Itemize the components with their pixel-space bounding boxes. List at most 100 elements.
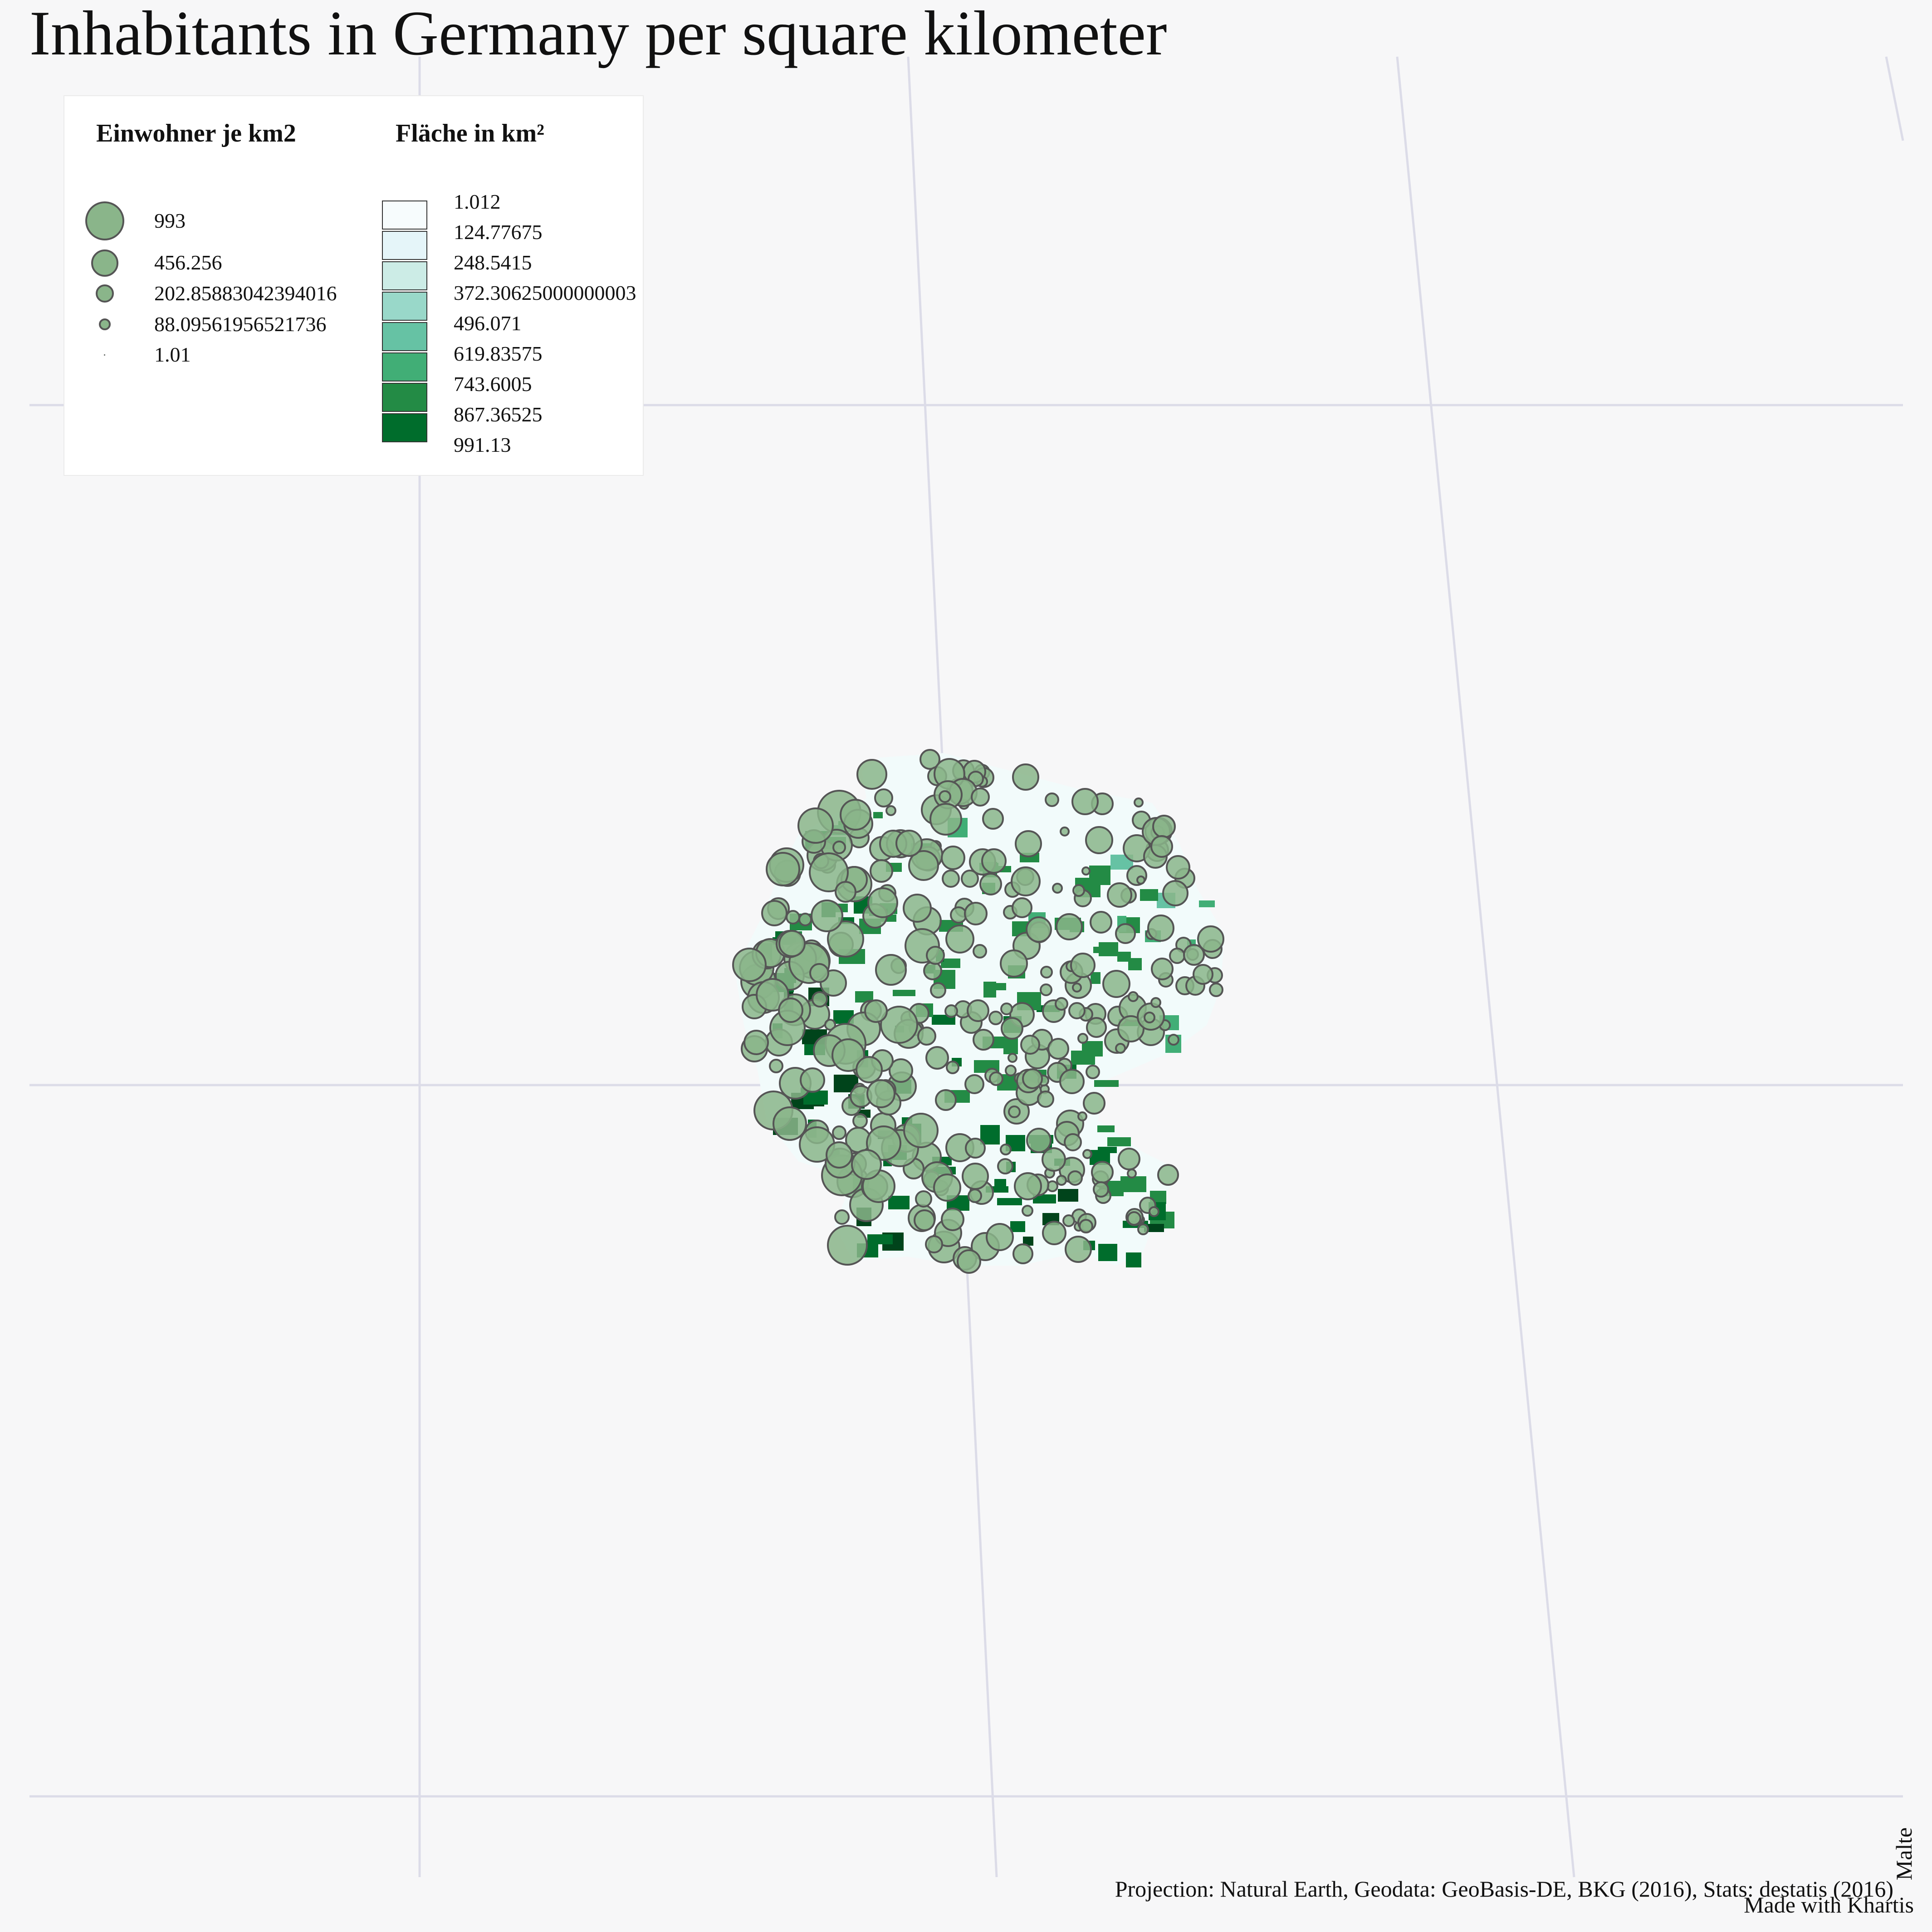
district-symbol	[1118, 1148, 1140, 1170]
district-patch	[893, 990, 915, 996]
district-symbol	[1026, 916, 1052, 943]
district-symbol	[1055, 997, 1068, 1011]
map-title: Inhabitants in Germany per square kilome…	[29, 0, 1167, 68]
district-symbol	[1152, 815, 1176, 838]
district-symbol	[964, 902, 988, 925]
district-symbol	[1090, 911, 1112, 934]
district-symbol	[1083, 1092, 1105, 1115]
district-symbol	[968, 1189, 982, 1203]
district-symbol	[986, 1223, 1014, 1251]
district-patch	[983, 982, 996, 998]
district-symbol	[895, 830, 923, 857]
size-legend-symbol-medium	[91, 249, 118, 277]
color-swatch-7	[382, 383, 427, 412]
district-symbol	[1162, 880, 1189, 906]
district-symbol	[1086, 1065, 1100, 1079]
district-symbol	[917, 1027, 936, 1046]
source-credits: Projection: Natural Earth, Geodata: GeoB…	[1115, 1876, 1893, 1902]
district-symbol	[832, 1125, 846, 1140]
color-swatch-4	[382, 292, 427, 321]
district-symbol	[1082, 1149, 1092, 1159]
district-symbol	[962, 1163, 989, 1190]
district-symbol	[923, 961, 942, 980]
district-symbol	[875, 954, 907, 986]
district-symbol	[824, 1019, 836, 1031]
district-symbol	[840, 799, 871, 831]
district-symbol	[1040, 983, 1052, 996]
district-symbol	[1168, 1034, 1179, 1046]
district-symbol	[1060, 827, 1070, 836]
district-symbol	[920, 749, 940, 770]
district-patch	[996, 983, 1006, 990]
district-symbol	[1150, 997, 1161, 1008]
district-symbol	[1102, 970, 1130, 998]
color-swatch-8	[382, 413, 427, 442]
district-symbol	[867, 887, 898, 918]
district-symbol	[1072, 884, 1085, 897]
district-symbol	[834, 1209, 850, 1225]
district-symbol	[800, 1067, 825, 1093]
color-swatch-1	[382, 201, 427, 230]
color-legend-label: 991.13	[454, 433, 511, 456]
district-symbol	[852, 1113, 868, 1129]
district-symbol	[1093, 1181, 1109, 1198]
district-symbol	[827, 920, 864, 958]
district-symbol	[979, 873, 1002, 895]
district-symbol	[1209, 983, 1223, 997]
district-symbol	[945, 924, 974, 954]
district-symbol	[1040, 966, 1053, 978]
district-patch	[1199, 900, 1215, 907]
district-symbol	[1077, 1033, 1088, 1044]
district-patch	[1144, 1224, 1164, 1232]
color-legend-label: 496.071	[454, 312, 522, 335]
district-symbol	[1008, 1105, 1021, 1118]
size-legend-label: 993	[154, 209, 186, 232]
district-patch	[1058, 1189, 1078, 1202]
district-symbol	[1012, 897, 1032, 918]
district-symbol	[1001, 1017, 1023, 1040]
district-symbol	[939, 790, 951, 803]
district-symbol	[835, 881, 856, 903]
district-patch	[1120, 1176, 1146, 1192]
district-symbol	[1197, 925, 1224, 953]
district-patch	[867, 1234, 893, 1244]
district-symbol	[1157, 1164, 1179, 1186]
district-symbol	[1008, 1053, 1017, 1063]
district-symbol	[941, 1208, 964, 1231]
district-symbol	[1056, 913, 1083, 940]
district-symbol	[1022, 1205, 1033, 1217]
district-symbol	[826, 1141, 853, 1169]
district-symbol	[811, 900, 843, 932]
district-symbol	[1072, 983, 1082, 993]
size-legend-label: 456.256	[154, 251, 222, 274]
district-symbol	[1012, 763, 1039, 791]
size-legend-label: 1.01	[154, 343, 191, 366]
district-symbol	[926, 946, 945, 965]
color-swatch-6	[382, 352, 427, 382]
district-symbol	[1086, 1017, 1107, 1038]
color-legend-label: 1.012	[454, 190, 501, 213]
district-symbol	[908, 850, 939, 881]
district-symbol	[809, 852, 849, 892]
district-symbol	[1000, 1003, 1013, 1015]
district-symbol	[967, 999, 989, 1022]
district-symbol	[866, 1125, 901, 1161]
proportional-symbols	[732, 749, 1224, 1274]
district-symbol	[1115, 1043, 1126, 1054]
district-symbol	[929, 803, 962, 836]
district-symbol	[851, 1149, 882, 1180]
district-symbol	[935, 1089, 957, 1111]
district-patch	[1098, 1147, 1117, 1153]
district-symbol	[856, 1056, 883, 1083]
district-symbol	[1042, 1147, 1066, 1172]
district-patch	[1003, 1037, 1018, 1054]
district-symbol	[809, 963, 829, 983]
district-symbol	[885, 805, 896, 816]
district-symbol	[732, 948, 767, 982]
district-symbol	[778, 998, 803, 1023]
district-symbol	[870, 859, 893, 883]
district-symbol	[798, 913, 812, 926]
district-patch	[1091, 972, 1101, 984]
district-symbol	[1062, 1214, 1075, 1227]
district-symbol	[1014, 1172, 1042, 1200]
